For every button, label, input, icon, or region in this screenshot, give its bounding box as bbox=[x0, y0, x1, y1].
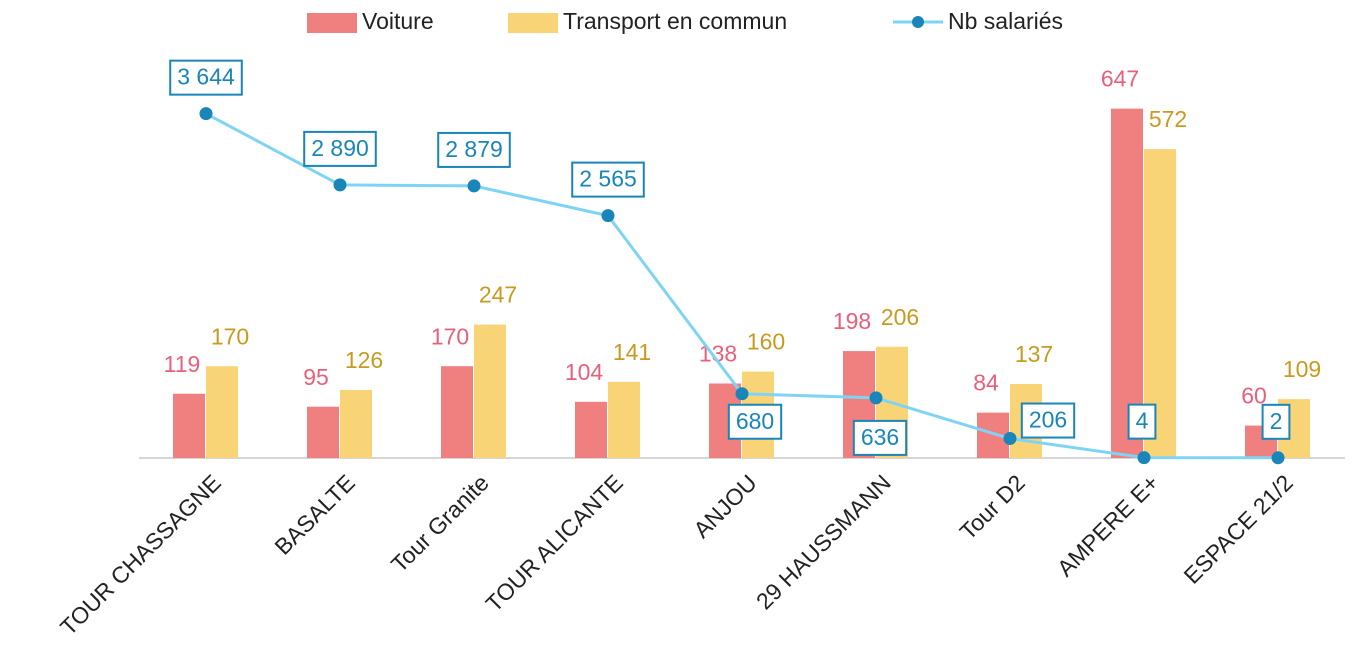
bar bbox=[575, 401, 607, 458]
data-label-box bbox=[169, 59, 243, 96]
data-label-box bbox=[437, 131, 511, 168]
data-label: 206 bbox=[881, 304, 919, 330]
data-label: 109 bbox=[1283, 356, 1321, 382]
bar bbox=[307, 406, 339, 458]
data-label: 170 bbox=[431, 323, 469, 349]
legend-label: Nb salariés bbox=[948, 8, 1063, 34]
line-marker bbox=[199, 107, 213, 121]
x-tick-label: ANJOU bbox=[688, 469, 762, 543]
line-marker bbox=[1003, 432, 1017, 446]
data-label: 160 bbox=[747, 329, 785, 355]
x-tick-label: TOUR CHASSAGNE bbox=[55, 469, 226, 640]
bar bbox=[206, 366, 238, 458]
bar bbox=[474, 324, 506, 458]
x-tick-label: BASALTE bbox=[269, 469, 359, 559]
data-label: 2 565 bbox=[579, 166, 637, 192]
legend-swatch bbox=[508, 13, 558, 33]
data-label: 2 879 bbox=[445, 136, 503, 162]
bar bbox=[173, 393, 205, 458]
data-label: 104 bbox=[565, 359, 604, 385]
data-label: 84 bbox=[973, 370, 999, 396]
data-label: 636 bbox=[861, 424, 899, 450]
x-tick-label: ESPACE 21/2 bbox=[1178, 469, 1297, 588]
line-marker bbox=[735, 387, 749, 401]
line-marker bbox=[1137, 451, 1151, 465]
data-label: 4 bbox=[1136, 408, 1149, 434]
data-label: 119 bbox=[164, 351, 201, 377]
x-tick-label: AMPERE E+ bbox=[1052, 469, 1164, 581]
data-label-box bbox=[1127, 403, 1157, 440]
legend-marker bbox=[912, 16, 924, 28]
line-marker bbox=[467, 179, 481, 193]
data-label: 3 644 bbox=[177, 64, 235, 90]
data-label-box bbox=[852, 419, 908, 456]
bar bbox=[608, 381, 640, 458]
x-tick-label: Tour Granite bbox=[386, 469, 494, 577]
legend-swatch bbox=[307, 13, 357, 33]
data-label-box bbox=[1020, 402, 1076, 439]
data-label: 137 bbox=[1015, 341, 1053, 367]
data-label: 170 bbox=[211, 323, 249, 349]
data-label: 126 bbox=[345, 347, 383, 373]
legend-label: Voiture bbox=[362, 8, 434, 34]
data-label: 206 bbox=[1029, 407, 1067, 433]
bar bbox=[340, 389, 372, 458]
data-label-box bbox=[1261, 403, 1291, 440]
line-marker bbox=[869, 391, 883, 405]
data-label-box bbox=[571, 161, 645, 198]
x-tick-label: 29 HAUSSMANN bbox=[751, 469, 896, 614]
line-marker bbox=[601, 209, 615, 223]
data-label-box bbox=[303, 130, 377, 167]
data-label: 680 bbox=[736, 408, 774, 434]
data-label: 647 bbox=[1101, 66, 1139, 92]
x-tick-label: Tour D2 bbox=[954, 469, 1029, 544]
data-label: 95 bbox=[303, 364, 329, 390]
data-label: 2 890 bbox=[311, 135, 369, 161]
bar bbox=[441, 366, 473, 458]
x-tick-label: TOUR ALICANTE bbox=[481, 469, 628, 616]
line-marker bbox=[333, 178, 347, 192]
data-label-box bbox=[727, 403, 783, 440]
legend-label: Transport en commun bbox=[563, 8, 787, 34]
bar bbox=[1111, 108, 1143, 459]
line-marker bbox=[1271, 451, 1285, 465]
data-label: 2 bbox=[1270, 408, 1283, 434]
data-label: 247 bbox=[479, 282, 517, 308]
data-label: 141 bbox=[613, 339, 651, 365]
data-label: 198 bbox=[833, 308, 871, 334]
data-label: 572 bbox=[1149, 106, 1187, 132]
